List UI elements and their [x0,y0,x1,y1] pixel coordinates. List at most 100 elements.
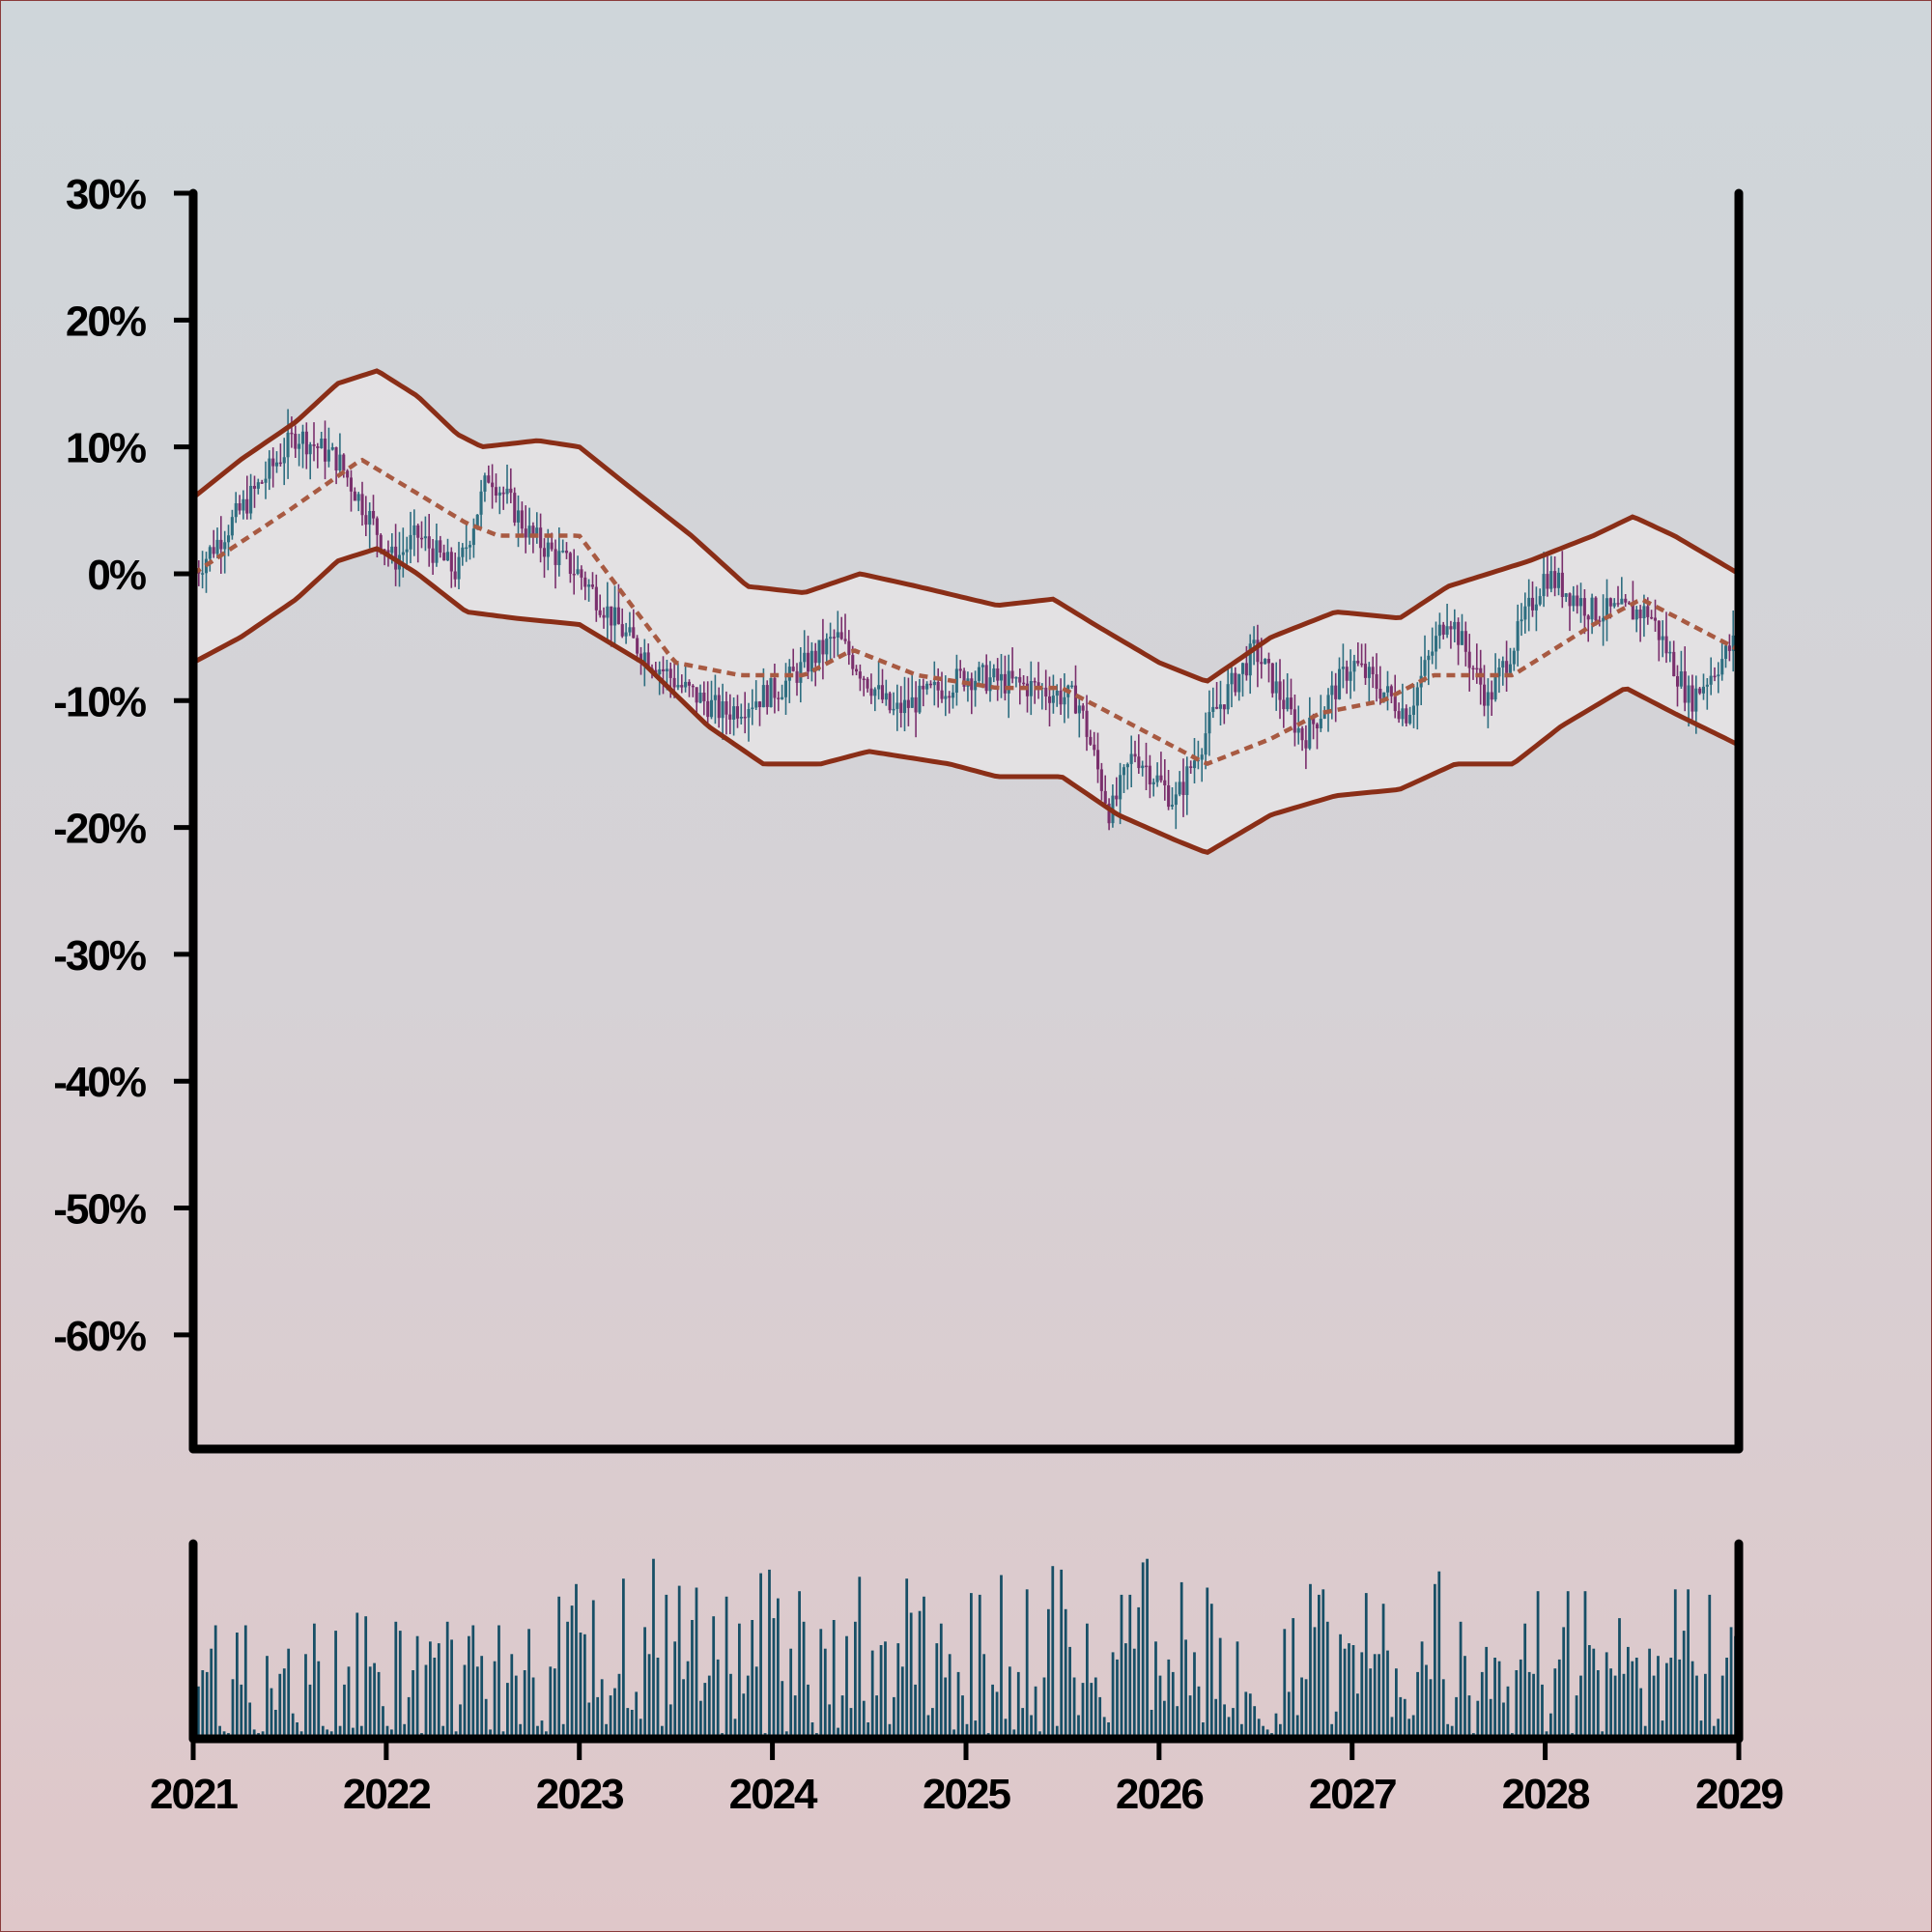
volume-bar [1009,1666,1011,1735]
x-tick-label: 2029 [1695,1771,1782,1818]
candles-group [193,409,1739,831]
volume-bar [313,1623,316,1735]
volume-bar [1223,1704,1226,1735]
candle-body [1556,572,1560,588]
volume-bar [956,1671,960,1735]
candle-body [1676,676,1680,687]
volume-bar [918,1610,922,1735]
candle-body [1538,596,1542,605]
candle-body [773,677,777,698]
volume-bar [545,1731,548,1735]
volume-bar [540,1720,544,1735]
candle-body [379,534,383,550]
candle-body [813,650,817,664]
candle-body [390,546,394,554]
candle-body [1208,712,1211,734]
candle-body [1137,756,1141,769]
volume-bar [274,1710,277,1735]
volume-bar [493,1661,497,1735]
candle-body [616,607,620,625]
candle-body [1367,667,1371,678]
volume-bar [935,1643,939,1735]
y-tick-label: -50% [53,1186,146,1234]
volume-bar [510,1654,514,1735]
candle-body [1616,603,1620,605]
volume-bar [1094,1677,1097,1735]
volume-bar [1330,1723,1334,1735]
candle-body [1460,631,1463,645]
candle-body [1642,606,1646,618]
candle-body [639,653,642,663]
candle-body [1252,639,1256,644]
candle-body [1096,750,1100,770]
candle-body [1687,685,1690,703]
candle-body [877,685,881,690]
volume-bar [377,1671,381,1735]
candle-body [505,488,509,495]
candle-body [427,536,431,549]
candle-body [851,655,855,669]
candle-body [1159,775,1163,781]
volume-bar [1047,1608,1050,1735]
volume-bar [1295,1715,1299,1735]
volume-bar [359,1725,363,1735]
volume-bar [270,1688,273,1735]
volume-bar [347,1666,351,1735]
candle-body [791,667,795,671]
volume-bar [926,1715,930,1735]
candle-body [1731,635,1735,651]
candle-body [825,639,829,655]
moving-average-line [191,457,1741,767]
volume-bar [243,1625,247,1735]
candle-body [568,553,572,574]
candle-body [542,548,546,557]
candle-body [906,699,910,708]
volume-bar [1202,1722,1205,1735]
volume-bar [454,1731,458,1735]
candle-body [646,652,650,668]
volume-bar [429,1641,432,1735]
candle-body [1378,689,1382,699]
volume-bar [1497,1661,1501,1735]
volume-bar [1631,1661,1634,1735]
volume-bar [1596,1670,1600,1735]
volume-bar [1566,1591,1570,1735]
candle-body [353,491,356,501]
candle-body [587,584,591,587]
candle-body [320,439,324,448]
volume-bar [1545,1731,1548,1735]
volume-bar [867,1722,870,1735]
candle-body [1211,706,1215,712]
candle-body [576,569,580,574]
candle-body [416,525,420,538]
candle-body [242,498,245,511]
band-fill [193,371,1739,853]
volume-bar [1690,1661,1694,1735]
volume-bar [1042,1677,1046,1735]
candle-body [1646,606,1650,617]
volume-bar [308,1684,312,1735]
candle-body [948,696,952,698]
volume-bar [497,1625,500,1735]
candle-body [936,681,940,691]
volume-bar [789,1648,793,1735]
candle-body [620,624,624,637]
volume-bar [321,1725,325,1735]
volume-bar [1244,1691,1248,1735]
volume-bar [1553,1668,1557,1735]
volume-bar [205,1671,209,1735]
candle-body [1352,661,1356,672]
candle-body [435,540,439,563]
candle-body [1014,676,1018,679]
candle-body [769,677,773,707]
candle-body [442,553,446,561]
volume-bar [1609,1668,1612,1735]
candle-body [1698,688,1702,694]
volume-bar [566,1621,569,1735]
volume-bar [1588,1645,1591,1735]
volume-bar [1416,1671,1419,1735]
volume-bar [1163,1700,1166,1735]
volume-bar [665,1594,668,1735]
volume-bar [282,1668,286,1735]
candle-body [1155,775,1159,782]
